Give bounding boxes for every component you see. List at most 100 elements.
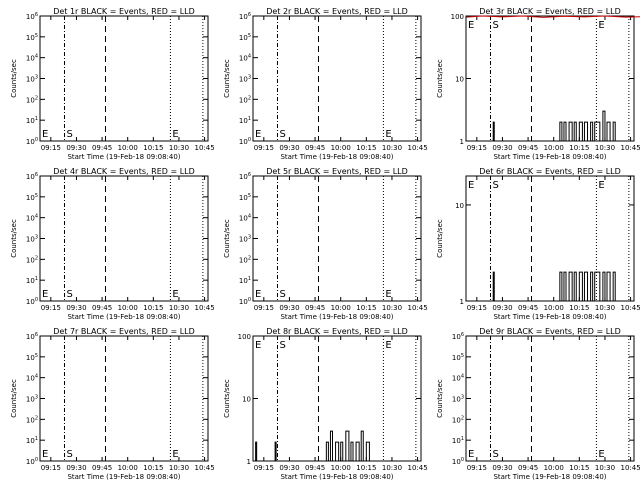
x-tick-label: 10:00 [331, 464, 351, 472]
x-tick-label: 09:30 [492, 464, 512, 472]
y-tick-label: 106 [452, 332, 464, 341]
marker-label: E [468, 20, 474, 31]
panel-title: Det 6r BLACK = Events, RED = LLD [479, 167, 621, 176]
y-axis-label: Counts/sec [223, 219, 231, 258]
x-tick-label: 10:00 [118, 464, 138, 472]
y-tick-label: 1 [460, 138, 464, 146]
lld-series [466, 15, 640, 18]
detector-panel-1: Det 1r BLACK = Events, RED = LLD 09:15 09:… [10, 7, 215, 161]
x-tick-label: 10:15 [569, 304, 589, 312]
y-tick-label: 103 [26, 75, 38, 84]
y-tick-label: 101 [452, 436, 464, 445]
x-tick-label: 10:45 [407, 304, 427, 312]
x-tick-label: 10:15 [356, 304, 376, 312]
x-tick-label: 09:15 [254, 304, 274, 312]
panel-title: Det 9r BLACK = Events, RED = LLD [479, 327, 621, 336]
y-axis-label: Counts/sec [223, 59, 231, 98]
marker-label: S [492, 20, 498, 31]
detector-panel-3: Det 3r BLACK = Events, RED = LLD 09:15 09:… [436, 7, 640, 161]
x-tick-label: 09:45 [518, 304, 538, 312]
x-axis-label: Start Time (19-Feb-18 09:08:40) [280, 473, 393, 480]
marker-label: S [279, 289, 285, 300]
x-tick-label: 10:45 [620, 304, 640, 312]
x-tick-label: 09:30 [66, 464, 86, 472]
marker-label: S [279, 340, 285, 351]
x-tick-label: 10:30 [169, 304, 189, 312]
y-tick-label: 105 [239, 193, 251, 202]
x-tick-label: 09:30 [492, 304, 512, 312]
y-tick-label: 101 [239, 276, 251, 285]
y-tick-label: 105 [452, 353, 464, 362]
y-tick-label: 101 [26, 116, 38, 125]
y-tick-label: 104 [452, 374, 464, 383]
marker-label: E [255, 289, 261, 300]
y-tick-label: 10 [455, 202, 464, 210]
y-tick-label: 102 [239, 95, 251, 104]
y-tick-label: 102 [452, 415, 464, 424]
marker-label: E [598, 20, 604, 31]
x-tick-label: 09:45 [92, 304, 112, 312]
x-tick-label: 10:30 [382, 144, 402, 152]
y-tick-label: 103 [452, 395, 464, 404]
y-axis-label: Counts/sec [436, 379, 444, 418]
x-tick-label: 09:15 [41, 144, 61, 152]
y-axis-label: Counts/sec [436, 219, 444, 258]
y-tick-label: 1 [460, 298, 464, 306]
x-tick-label: 09:45 [92, 464, 112, 472]
x-tick-label: 10:45 [194, 144, 214, 152]
marker-label: E [385, 340, 391, 351]
x-tick-label: 09:15 [467, 304, 487, 312]
x-axis-label: Start Time (19-Feb-18 09:08:40) [280, 153, 393, 161]
x-tick-label: 09:30 [492, 144, 512, 152]
x-tick-label: 09:30 [66, 144, 86, 152]
events-series [492, 271, 616, 302]
y-tick-label: 102 [26, 415, 38, 424]
x-tick-label: 10:45 [194, 304, 214, 312]
x-tick-label: 09:45 [518, 144, 538, 152]
y-axis-label: Counts/sec [10, 59, 18, 98]
y-tick-label: 100 [452, 457, 464, 466]
y-tick-label: 102 [239, 255, 251, 264]
marker-label: E [385, 129, 391, 140]
marker-label: S [279, 129, 285, 140]
marker-label: S [66, 129, 72, 140]
y-tick-label: 100 [451, 13, 464, 21]
y-tick-label: 106 [239, 172, 251, 181]
x-axis-label: Start Time (19-Feb-18 09:08:40) [493, 313, 606, 321]
x-tick-label: 10:15 [143, 144, 163, 152]
x-axis-label: Start Time (19-Feb-18 09:08:40) [67, 313, 180, 321]
x-axis-label: Start Time (19-Feb-18 09:08:40) [280, 313, 393, 321]
y-tick-label: 105 [26, 193, 38, 202]
y-tick-label: 100 [238, 333, 251, 341]
y-tick-label: 103 [239, 75, 251, 84]
x-tick-label: 10:15 [569, 144, 589, 152]
y-tick-label: 105 [26, 353, 38, 362]
x-tick-label: 10:00 [544, 144, 564, 152]
x-tick-label: 09:15 [467, 144, 487, 152]
x-axis-label: Start Time (19-Feb-18 09:08:40) [67, 153, 180, 161]
y-axis-label: Counts/sec [10, 379, 18, 418]
y-tick-label: 103 [26, 235, 38, 244]
y-axis-label: Counts/sec [436, 59, 444, 98]
x-axis-label: Start Time (19-Feb-18 09:08:40) [493, 473, 606, 480]
detector-panel-9: Det 9r BLACK = Events, RED = LLD 09:15 09:… [436, 327, 640, 480]
y-tick-label: 101 [239, 116, 251, 125]
y-tick-label: 100 [26, 457, 38, 466]
marker-label: E [255, 340, 261, 351]
x-tick-label: 09:15 [467, 464, 487, 472]
y-tick-label: 104 [239, 214, 251, 223]
y-tick-label: 104 [239, 54, 251, 63]
marker-label: S [492, 180, 498, 191]
marker-label: E [385, 289, 391, 300]
y-tick-label: 100 [26, 137, 38, 146]
x-tick-label: 09:45 [305, 464, 325, 472]
detector-panel-7: Det 7r BLACK = Events, RED = LLD 09:15 09:… [10, 327, 215, 480]
marker-label: E [598, 180, 604, 191]
panel-title: Det 5r BLACK = Events, RED = LLD [266, 167, 408, 176]
y-tick-label: 102 [26, 95, 38, 104]
y-tick-label: 100 [239, 297, 251, 306]
x-tick-label: 10:30 [169, 464, 189, 472]
x-tick-label: 10:45 [194, 464, 214, 472]
y-tick-label: 101 [26, 436, 38, 445]
